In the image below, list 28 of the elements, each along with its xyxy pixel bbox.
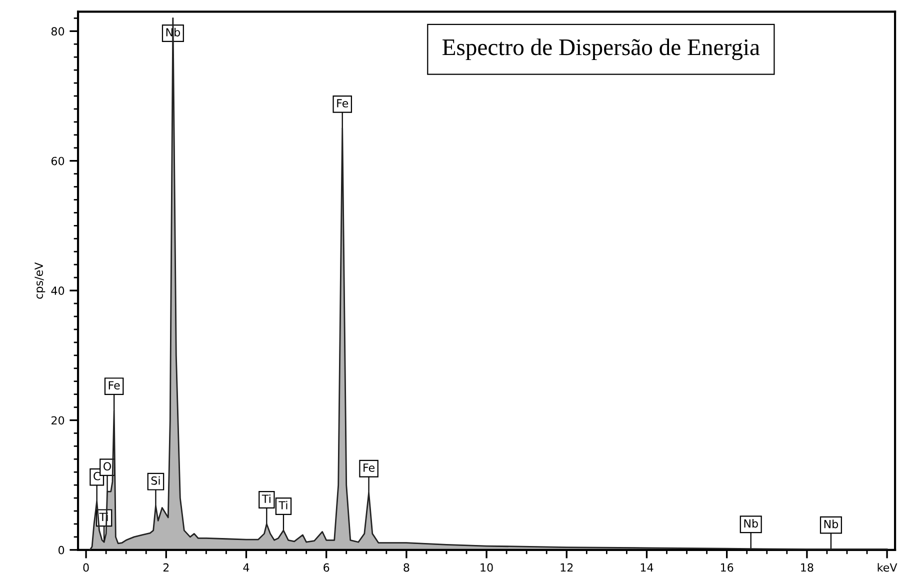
x-tick-label: 16 xyxy=(720,563,734,572)
x-tick-label: 8 xyxy=(404,563,410,572)
annotation: C xyxy=(94,472,100,480)
annotation: Fe xyxy=(108,381,120,390)
x-tick-label: 6 xyxy=(324,563,330,572)
x-tick-label: 10 xyxy=(480,563,493,572)
x-tick-label: 0 xyxy=(83,563,89,572)
x-tick-label: 18 xyxy=(801,563,814,572)
x-tick-label: 4 xyxy=(243,563,250,572)
x-tick-label: 2 xyxy=(163,563,169,572)
annotation: O xyxy=(104,462,112,471)
y-tick-label: 80 xyxy=(51,27,64,36)
y-axis-title: cps/eV xyxy=(34,262,46,299)
y-tick-label: 20 xyxy=(52,416,64,425)
y-tick-label: 60 xyxy=(51,156,64,166)
y-tick-label: 40 xyxy=(51,286,64,295)
annotation: Nb xyxy=(744,519,758,528)
annotation: Ti xyxy=(262,494,270,503)
annotation: Nb xyxy=(824,520,838,528)
annotation: Ti xyxy=(278,500,288,510)
x-tick-label: 12 xyxy=(560,563,573,572)
annotation: Si xyxy=(151,476,160,485)
y-tick-label: 0 xyxy=(58,546,64,554)
text: Espectro de Dispersão de Energia xyxy=(442,38,760,60)
x-tick-label: keV xyxy=(878,563,898,572)
annotation: Fe xyxy=(337,99,348,108)
x-tick-label: 14 xyxy=(640,563,654,572)
annotation: Fe xyxy=(364,464,375,472)
